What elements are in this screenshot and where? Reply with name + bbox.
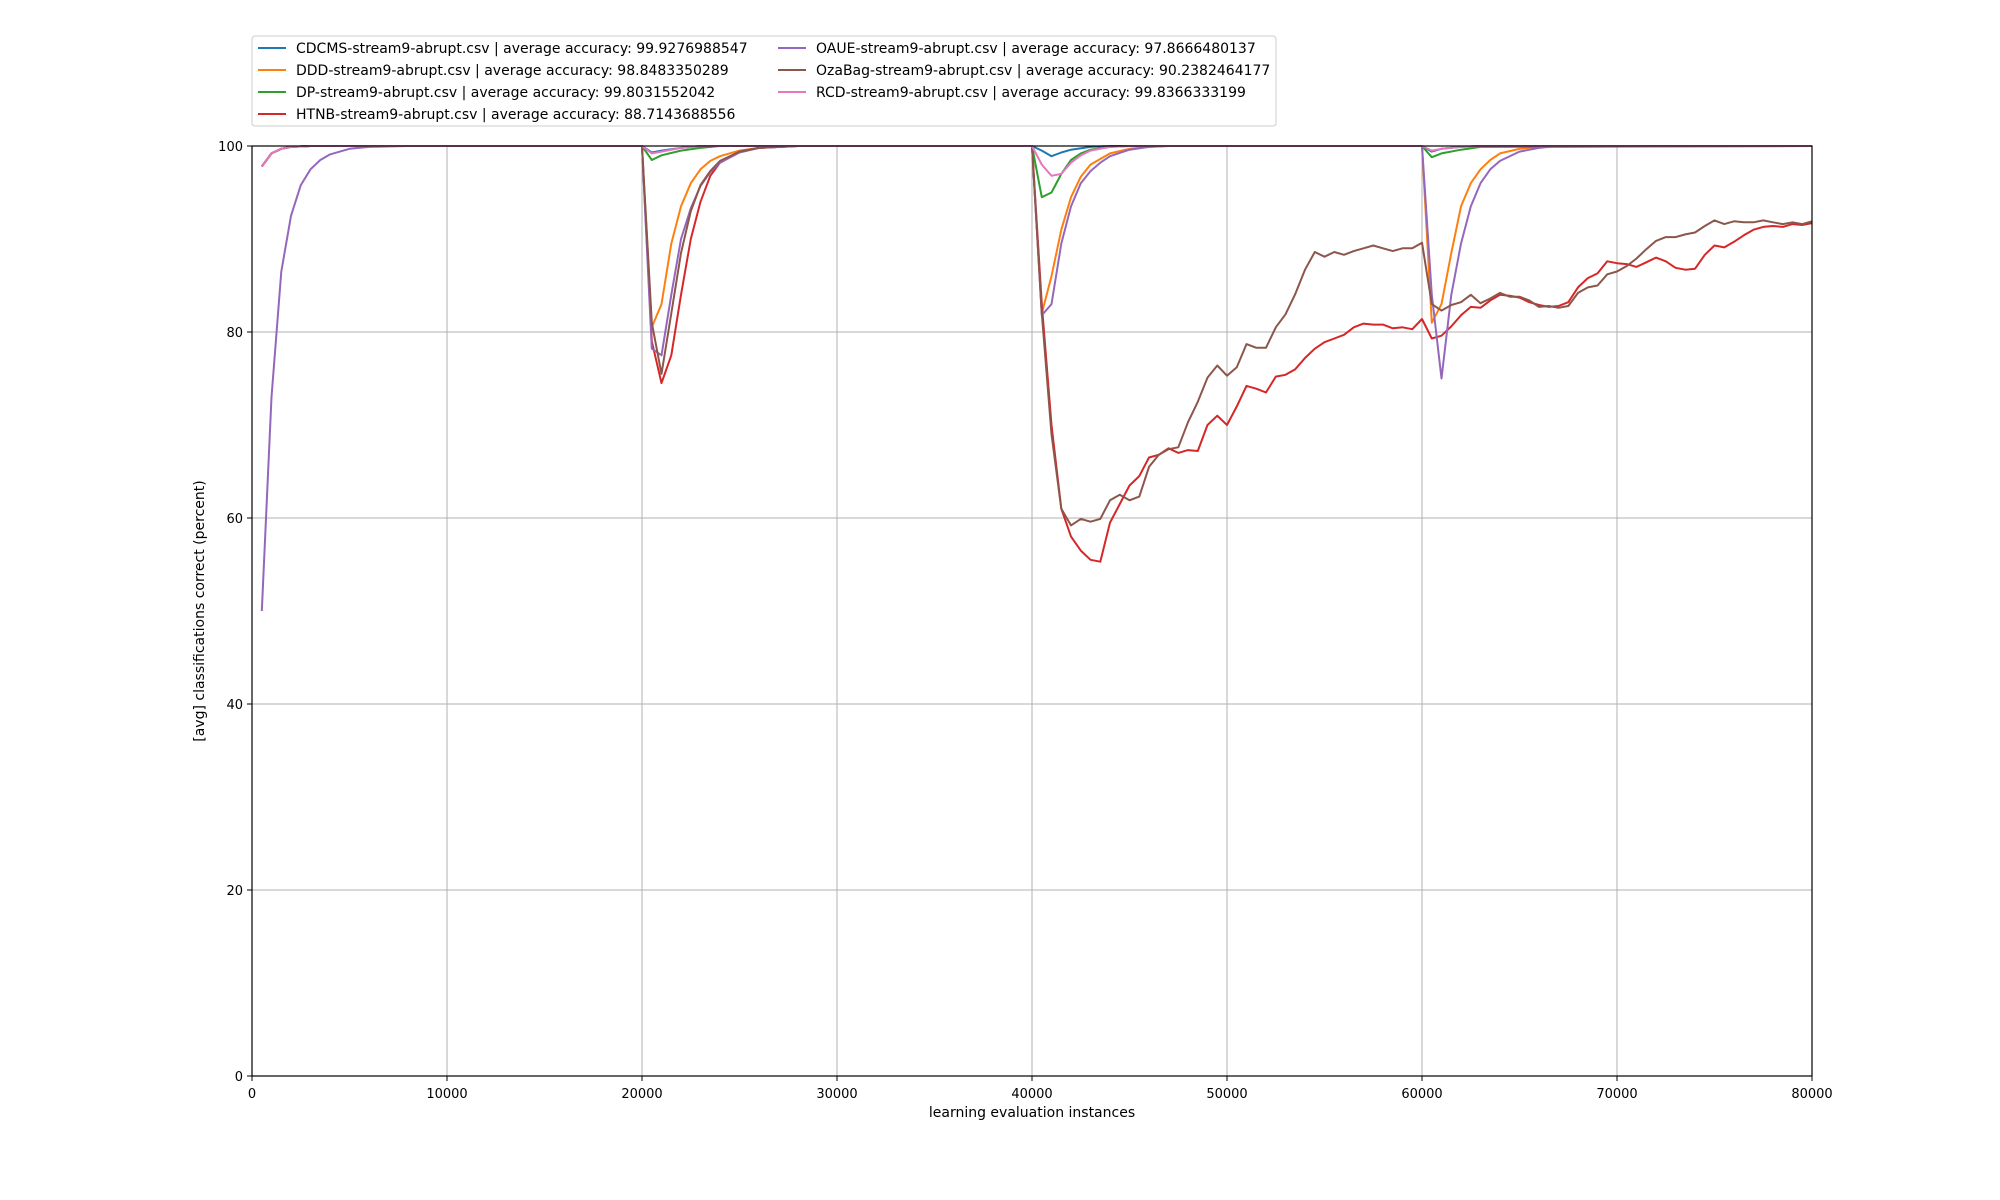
- x-tick-label: 30000: [816, 1087, 857, 1102]
- y-tick-label: 40: [226, 698, 243, 713]
- x-tick-label: 70000: [1596, 1087, 1637, 1102]
- x-tick-label: 40000: [1011, 1087, 1052, 1102]
- x-tick-label: 50000: [1206, 1087, 1247, 1102]
- x-tick-label: 10000: [426, 1087, 467, 1102]
- series-line-5: [260, 145, 1813, 527]
- x-tick-label: 80000: [1791, 1087, 1832, 1102]
- grid-lines: [251, 145, 1813, 1077]
- y-tick-label: 80: [226, 326, 243, 341]
- x-axis-ticks: 0 10000 20000 30000 40000 50000 60000 70000 8000…: [248, 1076, 1833, 1102]
- series-lines: [260, 145, 1813, 612]
- y-axis-label: [avg] classifications correct (percent): [192, 480, 208, 741]
- legend-entry: OAUE-stream9-abrupt.csv | average accura…: [816, 41, 1256, 57]
- y-tick-label: 0: [235, 1070, 243, 1085]
- legend-entry: HTNB-stream9-abrupt.csv | average accura…: [296, 107, 736, 123]
- legend-box: [251, 35, 1277, 127]
- y-tick-label: 60: [226, 512, 243, 527]
- legend-entry: DP-stream9-abrupt.csv | average accuracy…: [296, 85, 715, 101]
- y-axis-ticks: 0 20 40 60 80 100: [218, 140, 252, 1085]
- x-tick-label: 60000: [1401, 1087, 1442, 1102]
- legend: CDCMS-stream9-abrupt.csv | average accur…: [251, 35, 1277, 127]
- y-tick-label: 100: [218, 140, 243, 155]
- series-line-1: [260, 145, 1813, 329]
- series-line-3: [260, 145, 1813, 563]
- x-tick-label: 0: [248, 1087, 256, 1102]
- y-tick-label: 20: [226, 884, 243, 899]
- legend-entry: CDCMS-stream9-abrupt.csv | average accur…: [296, 41, 748, 57]
- x-tick-label: 20000: [621, 1087, 662, 1102]
- legend-entry: OzaBag-stream9-abrupt.csv | average accu…: [816, 63, 1270, 79]
- legend-entry: RCD-stream9-abrupt.csv | average accurac…: [816, 85, 1246, 101]
- x-axis-label: learning evaluation instances: [929, 1105, 1135, 1121]
- legend-entry: DDD-stream9-abrupt.csv | average accurac…: [296, 63, 729, 79]
